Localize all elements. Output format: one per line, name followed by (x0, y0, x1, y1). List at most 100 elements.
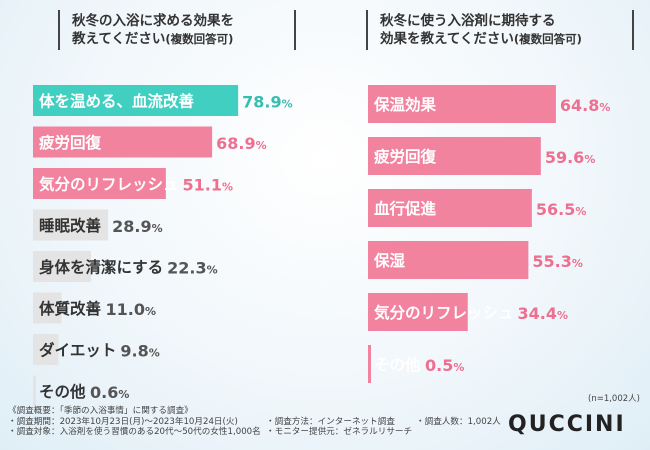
right-value-unit: % (599, 101, 610, 114)
left-bar-group: 疲労回復 (33, 126, 213, 158)
left-category-label: 疲労回復 (39, 133, 102, 152)
left-value-label: 9.8% (120, 342, 159, 361)
right-value-label: 56.5% (536, 200, 587, 219)
brand-logo: QUCCINI (508, 412, 626, 437)
left-value-unit: % (145, 305, 156, 318)
left-value-number: 28.9 (112, 217, 151, 236)
right-value-label: 55.3% (532, 252, 583, 271)
left-value-unit: % (222, 181, 233, 194)
right-value-number: 34.4 (518, 304, 557, 323)
left-category-label: その他 (39, 382, 86, 401)
left-value-number: 22.3 (167, 259, 206, 278)
right-bar (368, 137, 541, 175)
left-bar (33, 126, 213, 158)
left-value-label: 22.3% (167, 259, 218, 278)
right-category-label: 気分のリフレッシュ (374, 303, 514, 322)
right-bar-group: 気分のリフレッシュ (368, 293, 514, 331)
left-category-label: 睡眠改善 (39, 216, 102, 235)
right-value-unit: % (575, 205, 586, 218)
left-value-unit: % (149, 347, 160, 360)
left-value-number: 11.0 (106, 300, 145, 319)
right-value-number: 59.6 (545, 148, 584, 167)
right-bar-group: 保温効果 (368, 85, 556, 123)
left-bar (33, 168, 166, 199)
right-value-number: 55.3 (532, 252, 571, 271)
footer-respondents: ・調査人数：1,002人 (416, 416, 501, 427)
left-title-line-1: 秋冬の入浴に求める効果を (72, 13, 234, 29)
left-bar (33, 209, 109, 241)
right-value-number: 0.5 (425, 356, 453, 375)
survey-overview: 《調査概要：「季節の入浴事情」に関する調査》 ・調査期間：2023年10月23日… (8, 406, 501, 438)
left-value-unit: % (256, 139, 267, 152)
footer-method: ・調査方法：インターネット調査 (266, 416, 395, 427)
left-bar-group: その他 (33, 375, 86, 407)
left-category-label: 体質改善 (39, 299, 102, 318)
right-bar (368, 189, 532, 227)
left-value-label: 28.9% (112, 217, 163, 236)
left-chart-title: 秋冬の入浴に求める効果を 教えてください(複数回答可) (58, 10, 296, 50)
right-bar (368, 345, 371, 383)
right-bar (368, 85, 556, 123)
right-bar-group: その他 (368, 345, 421, 383)
left-title-line-2: 教えてください (72, 31, 166, 47)
left-value-label: 78.9% (242, 93, 293, 112)
right-value-number: 64.8 (560, 96, 599, 115)
left-value-label: 11.0% (106, 300, 157, 319)
footer-overview: 《調査概要：「季節の入浴事情」に関する調査》 (8, 406, 193, 416)
left-value-unit: % (118, 388, 129, 401)
left-title-suffix: (複数回答可) (165, 32, 234, 46)
left-value-number: 78.9 (242, 93, 281, 112)
left-value-unit: % (207, 264, 218, 277)
right-value-label: 34.4% (518, 304, 569, 323)
left-value-unit: % (282, 98, 293, 111)
right-value-unit: % (557, 309, 568, 322)
left-bar-group: ダイエット (33, 334, 116, 365)
right-category-label: 血行促進 (374, 199, 437, 218)
footer-target: ・調査対象：入浴剤を使う習慣のある20代～50代の女性1,000名 (8, 427, 261, 437)
left-value-number: 51.1 (183, 176, 222, 195)
right-category-label: 保湿 (373, 251, 406, 270)
right-chart-title: 秋冬に使う入浴剤に期待する 効果を教えてください(複数回答可) (366, 10, 634, 50)
left-value-label: 51.1% (183, 176, 234, 195)
right-value-label: 59.6% (545, 148, 596, 167)
left-value-number: 68.9 (216, 134, 255, 153)
left-bar-group: 睡眠改善 (33, 209, 109, 241)
left-value-number: 0.6 (90, 383, 118, 402)
right-category-label: 保温効果 (373, 95, 437, 114)
right-value-unit: % (453, 361, 464, 374)
right-bar-group: 保湿 (368, 241, 529, 279)
left-category-label: ダイエット (39, 341, 116, 360)
right-value-number: 56.5 (536, 200, 575, 219)
footer-provider: ・モニター提供元：ゼネラルリサーチ (266, 427, 413, 437)
left-bar (33, 292, 62, 324)
footer-period: ・調査期間：2023年10月23日(月)～2023年10月24日(火) (8, 416, 238, 427)
right-bar-group: 疲労回復 (368, 137, 541, 175)
left-value-label: 0.6% (90, 383, 129, 402)
left-bar (33, 375, 36, 407)
right-title-suffix: (複数回答可) (513, 32, 582, 46)
left-bar (33, 85, 239, 116)
right-value-label: 64.8% (560, 96, 611, 115)
left-category-label: 体を温める、血流改善 (39, 92, 195, 111)
left-bar (33, 251, 91, 282)
right-category-label: 疲労回復 (374, 147, 437, 166)
right-category-label: その他 (374, 355, 421, 374)
right-value-unit: % (584, 153, 595, 166)
left-bar (33, 334, 59, 365)
left-bar-group: 身体を清潔にする (33, 251, 163, 282)
left-bar-group: 体質改善 (33, 292, 102, 324)
left-value-number: 9.8 (120, 342, 148, 361)
right-title-line-2: 効果を教えてください (380, 31, 514, 47)
left-bar-group: 気分のリフレッシュ (33, 168, 179, 199)
left-bar-group: 体を温める、血流改善 (33, 85, 239, 116)
left-value-label: 68.9% (216, 134, 267, 153)
right-bar (368, 293, 468, 331)
sample-size: (n=1,002人) (588, 394, 640, 404)
right-bar (368, 241, 529, 279)
right-value-label: 0.5% (425, 356, 464, 375)
left-category-label: 身体を清潔にする (39, 258, 163, 277)
right-title-line-1: 秋冬に使う入浴剤に期待する (380, 13, 556, 29)
left-category-label: 気分のリフレッシュ (39, 175, 179, 194)
left-value-unit: % (152, 222, 163, 235)
